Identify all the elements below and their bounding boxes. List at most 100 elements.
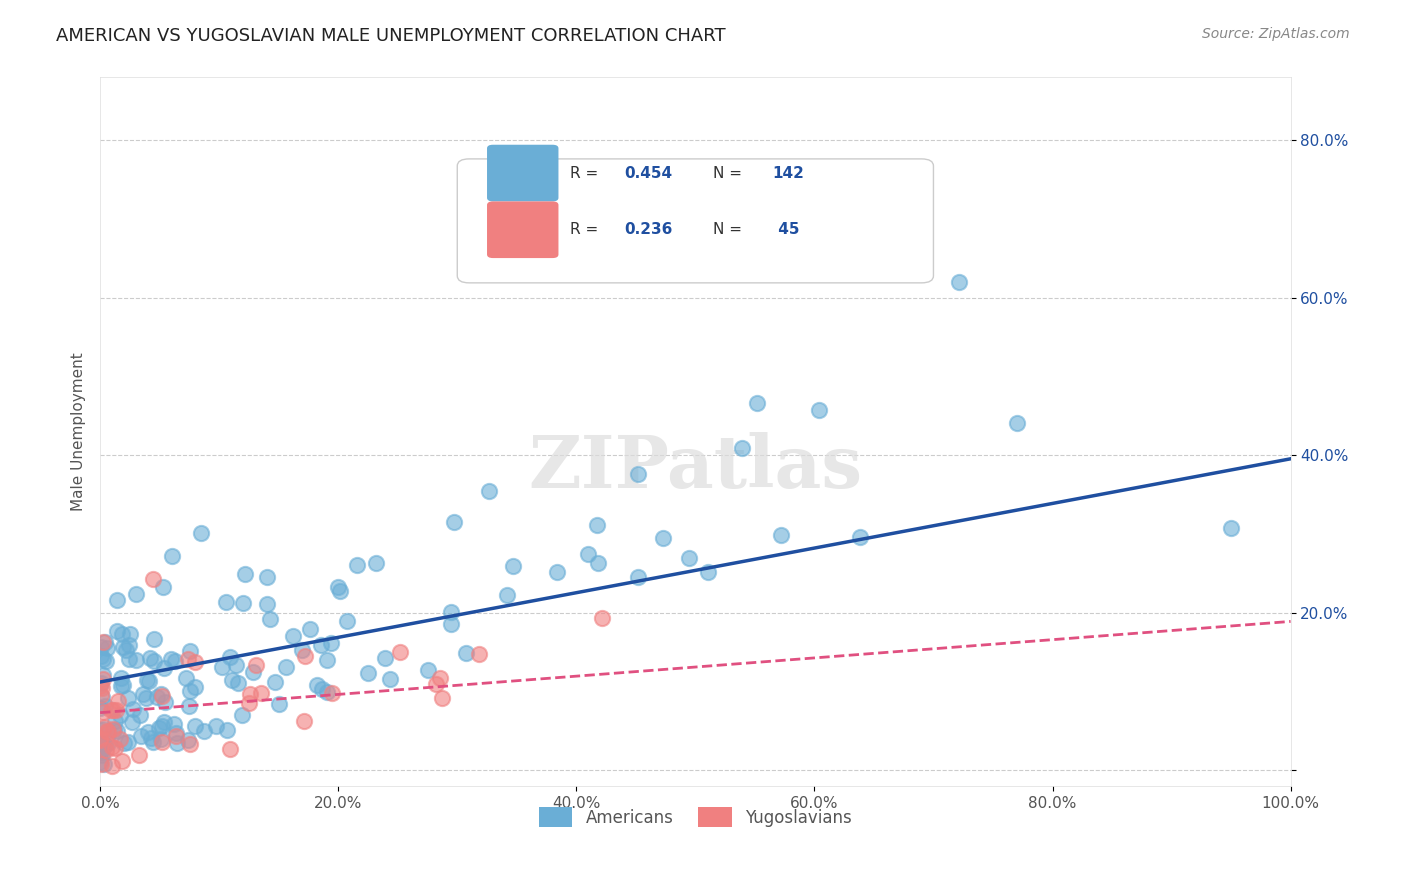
Point (160, 549, 183, 564)
Point (135, 673, 157, 688)
Point (90, 681, 112, 695)
Point (163, 716, 186, 731)
Point (90, 640, 112, 654)
Point (128, 708, 150, 723)
Point (114, 643, 136, 657)
Point (357, 665, 380, 680)
FancyBboxPatch shape (486, 202, 558, 258)
Point (233, 567, 256, 582)
Point (291, 642, 314, 657)
Point (90, 757, 112, 772)
Point (193, 723, 215, 738)
Point (468, 647, 491, 661)
Point (443, 516, 465, 530)
Point (110, 627, 132, 641)
Point (89, 743, 111, 757)
Point (586, 556, 609, 570)
Point (166, 736, 188, 750)
Point (89, 679, 111, 693)
Text: Source: ZipAtlas.com: Source: ZipAtlas.com (1202, 27, 1350, 41)
Text: 45: 45 (773, 222, 799, 237)
Point (91, 673, 114, 687)
Point (388, 644, 411, 658)
Point (249, 686, 271, 700)
Point (283, 629, 305, 643)
Point (153, 714, 176, 729)
Point (89, 756, 111, 770)
Point (177, 652, 200, 666)
Point (294, 648, 316, 663)
Point (184, 655, 207, 669)
Point (93, 698, 115, 713)
Point (121, 714, 143, 729)
Point (108, 708, 131, 723)
Point (626, 467, 648, 481)
Point (103, 722, 125, 736)
Point (104, 741, 127, 756)
Text: R =: R = (571, 166, 603, 180)
Point (1220, 521, 1243, 535)
Point (153, 696, 176, 710)
Point (311, 682, 333, 697)
Point (150, 735, 173, 749)
FancyBboxPatch shape (486, 145, 558, 202)
Point (585, 518, 607, 533)
Point (440, 617, 463, 632)
Point (269, 698, 291, 712)
Point (90, 690, 112, 705)
Point (1005, 416, 1028, 430)
Point (177, 698, 200, 713)
Point (101, 703, 124, 717)
Point (218, 649, 240, 664)
Point (91, 705, 114, 719)
Point (101, 759, 124, 773)
Point (112, 678, 135, 692)
Point (135, 690, 157, 705)
Point (90, 742, 112, 756)
Point (91, 668, 114, 682)
Point (849, 530, 872, 544)
Point (219, 742, 242, 756)
Point (165, 729, 187, 743)
Point (103, 723, 125, 737)
Point (89, 733, 111, 747)
Point (440, 605, 463, 619)
Point (830, 188, 852, 202)
Point (329, 584, 352, 599)
Point (256, 597, 278, 611)
Point (125, 587, 148, 601)
Point (128, 747, 150, 762)
Point (136, 724, 159, 739)
Point (808, 402, 831, 417)
Point (177, 733, 200, 747)
Point (143, 632, 166, 646)
Point (90, 745, 112, 759)
Point (93, 738, 115, 752)
Point (150, 689, 173, 703)
Point (221, 673, 243, 687)
Point (190, 526, 212, 541)
Point (315, 685, 337, 699)
Point (142, 572, 165, 586)
Point (315, 653, 337, 667)
FancyBboxPatch shape (457, 159, 934, 283)
Point (259, 612, 281, 626)
Point (696, 565, 718, 579)
Point (163, 654, 186, 668)
Point (94, 654, 117, 668)
Point (346, 558, 368, 572)
Point (231, 708, 253, 723)
Point (309, 639, 332, 653)
Point (307, 678, 329, 692)
Point (321, 686, 343, 700)
Point (239, 687, 262, 701)
Point (93, 756, 115, 771)
Point (153, 661, 176, 675)
Text: R =: R = (571, 222, 603, 237)
Point (232, 596, 254, 610)
Point (731, 442, 754, 456)
Point (108, 731, 131, 746)
Point (299, 622, 322, 636)
Point (242, 665, 264, 680)
Point (117, 735, 139, 749)
